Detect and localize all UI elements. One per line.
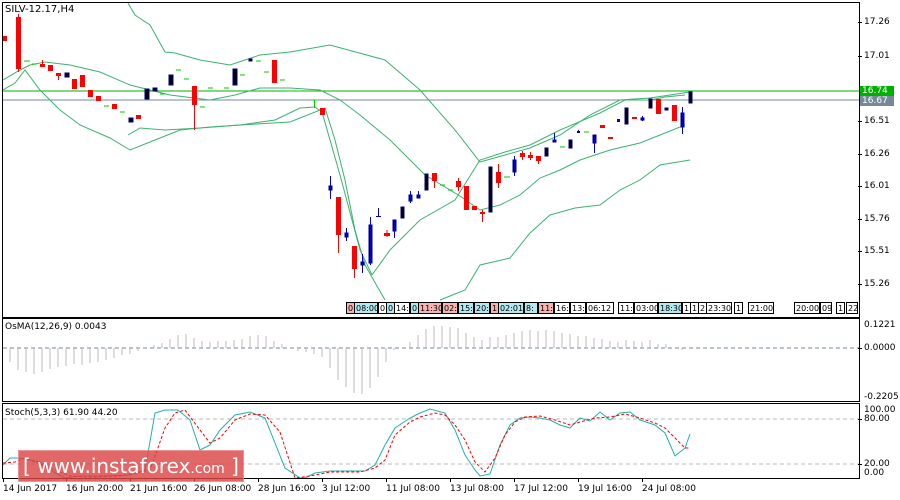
stoch-level-label: 100.00 — [864, 405, 896, 415]
osma-histogram — [3, 326, 859, 394]
time-box: 11:30 — [418, 302, 442, 314]
time-box: 20: — [474, 302, 490, 314]
bollinger-outer-lower-2 — [439, 159, 691, 301]
time-axis-label: 3 Jul 12:00 — [322, 484, 371, 494]
osma-panel[interactable] — [2, 318, 860, 402]
time-axis-label: 14 Jun 2017 — [3, 484, 58, 494]
stoch-level-label: 20.00 — [864, 459, 890, 469]
time-box: 23:30 — [706, 302, 732, 314]
bollinger-inner-upper — [3, 61, 686, 211]
osma-label: OsMA(12,26,9) 0.0043 — [5, 322, 107, 332]
osma-level-label: -0.2205 — [864, 392, 899, 402]
time-box: 15: — [458, 302, 474, 314]
price-level-label: 17.01 — [864, 51, 890, 61]
time-box: 21:00 — [748, 302, 774, 314]
price-level-label: 15.76 — [864, 214, 890, 224]
osma-level-label: 0.0000 — [864, 343, 896, 353]
stoch-level-label: 0.00 — [864, 468, 885, 478]
watermark-bracket-close: ] — [231, 454, 239, 478]
time-box: 14: — [394, 302, 410, 314]
bollinger-outer-upper — [127, 3, 691, 163]
time-box: 18:30 — [658, 302, 682, 314]
watermark-suffix: .com — [190, 461, 225, 477]
time-axis-label: 13 Jul 08:00 — [450, 484, 504, 494]
price-level-label: 16.01 — [864, 181, 890, 191]
candles — [3, 14, 693, 278]
price-level-label: 15.26 — [864, 279, 890, 289]
time-box: 02: — [442, 302, 458, 314]
price-level-label: 17.26 — [864, 17, 890, 27]
bollinger-outer-lower — [127, 107, 386, 301]
time-box: 8: — [524, 302, 538, 314]
price-chart-canvas[interactable] — [3, 3, 859, 301]
time-axis-label: 26 Jun 08:00 — [194, 484, 252, 494]
bid-price-badge: 16.74 — [860, 86, 894, 96]
chart-title: SILV-12.17,H4 — [5, 4, 75, 15]
time-axis-label: 24 Jul 08:00 — [642, 484, 696, 494]
time-axis-label: 19 Jul 16:00 — [578, 484, 632, 494]
time-axis-label: 17 Jul 12:00 — [514, 484, 568, 494]
bollinger-middle — [371, 94, 686, 276]
main-price-panel[interactable] — [2, 2, 860, 318]
time-box: 22 — [846, 302, 858, 314]
time-box: 20:00 — [794, 302, 820, 314]
time-box: 13: — [570, 302, 586, 314]
time-axis-label: 11 Jul 08:00 — [386, 484, 440, 494]
time-box: 08:00 — [354, 302, 378, 314]
time-box: 11: — [538, 302, 554, 314]
time-box: 11: — [618, 302, 634, 314]
instaforex-watermark: [ www.instaforex.com ] — [18, 450, 244, 482]
stoch-level-label: 80.00 — [864, 414, 890, 424]
ask-price-badge: 16.67 — [860, 96, 894, 106]
time-box: 1 — [836, 302, 846, 314]
time-box: 16: — [554, 302, 570, 314]
watermark-text: www.instaforex — [37, 454, 191, 478]
time-box: 03:00 — [634, 302, 658, 314]
price-level-label: 16.26 — [864, 149, 890, 159]
time-axis-label: 21 Jun 16:00 — [130, 484, 188, 494]
price-level-label: 15.51 — [864, 246, 890, 256]
bollinger-inner-lower — [3, 69, 373, 276]
time-axis-label: 28 Jun 16:00 — [258, 484, 316, 494]
time-box: 09 — [820, 302, 832, 314]
price-level-label: 16.51 — [864, 116, 890, 126]
time-box: 06:12 — [586, 302, 614, 314]
osma-level-label: 0.1221 — [864, 320, 896, 330]
time-axis-label: 16 Jun 20:00 — [66, 484, 124, 494]
watermark-bracket-open: [ — [23, 454, 31, 478]
stochastic-label: Stoch(5,3,3) 61.90 44.20 — [5, 408, 118, 418]
time-box: 1 — [734, 302, 744, 314]
time-box: 02:01 — [498, 302, 524, 314]
